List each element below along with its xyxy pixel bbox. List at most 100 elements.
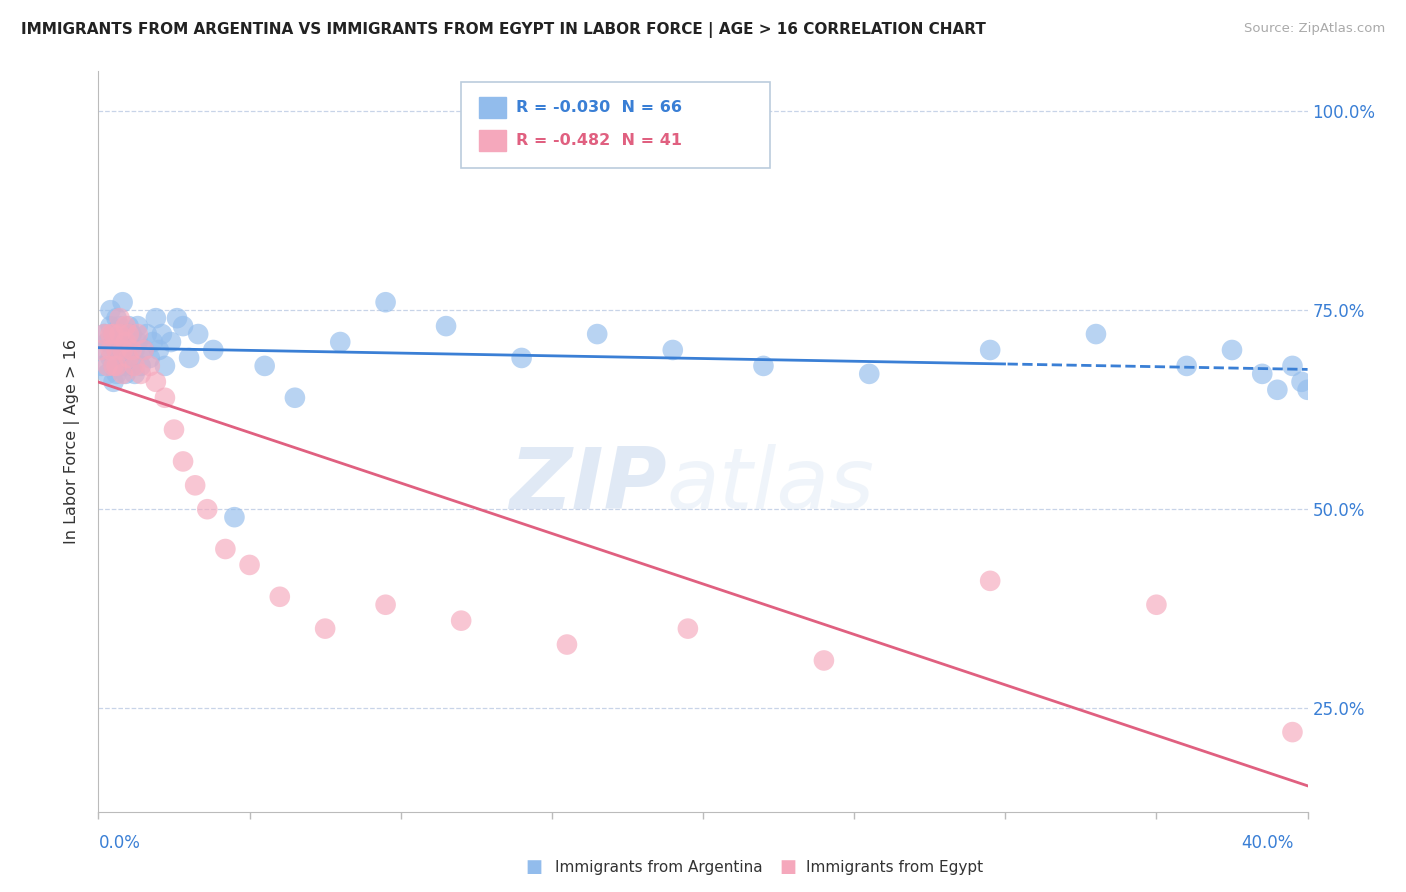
Point (1267, 383, 1289, 397)
Point (108, 311, 131, 326)
Point (450, 614, 472, 628)
Text: atlas: atlas (666, 444, 875, 527)
Point (100, 351, 122, 365)
Point (510, 351, 533, 365)
Point (114, 367, 136, 381)
Point (1281, 359, 1303, 373)
Text: Immigrants from Egypt: Immigrants from Egypt (806, 860, 983, 874)
Point (555, 638, 578, 652)
Point (103, 327, 125, 342)
Y-axis label: In Labor Force | Age > 16: In Labor Force | Age > 16 (63, 339, 80, 544)
Point (979, 574, 1001, 588)
Point (145, 375, 167, 389)
Point (214, 541, 236, 556)
Point (153, 359, 176, 373)
Point (124, 367, 146, 381)
Point (96, 359, 118, 373)
Text: R = -0.482  N = 41: R = -0.482 N = 41 (516, 133, 682, 148)
FancyBboxPatch shape (461, 82, 769, 168)
Point (269, 590, 291, 604)
Point (118, 351, 141, 365)
Point (111, 367, 134, 381)
Point (108, 327, 131, 342)
Point (93, 343, 115, 357)
Point (1296, 383, 1319, 397)
Point (1175, 359, 1198, 373)
Point (184, 478, 207, 492)
Point (118, 327, 141, 342)
Point (139, 359, 162, 373)
Point (224, 510, 246, 524)
Point (1085, 327, 1108, 342)
Point (93, 327, 115, 342)
Text: ■: ■ (526, 858, 543, 876)
Point (105, 311, 128, 326)
Point (105, 343, 128, 357)
Point (1220, 343, 1243, 357)
Point (858, 367, 880, 381)
FancyBboxPatch shape (479, 130, 506, 151)
Point (127, 319, 149, 334)
Point (114, 334, 136, 349)
Point (105, 367, 128, 381)
Point (105, 343, 128, 357)
Point (172, 454, 194, 468)
Text: Source: ZipAtlas.com: Source: ZipAtlas.com (1244, 22, 1385, 36)
Point (121, 327, 143, 342)
Point (121, 359, 143, 373)
Point (127, 334, 149, 349)
FancyBboxPatch shape (479, 97, 506, 118)
Point (111, 327, 134, 342)
Point (661, 343, 683, 357)
Point (118, 334, 141, 349)
Point (314, 622, 336, 636)
Point (239, 558, 262, 572)
Point (145, 311, 167, 326)
Point (586, 327, 609, 342)
Point (127, 327, 149, 342)
Point (111, 295, 134, 310)
Point (100, 319, 122, 334)
Point (752, 359, 775, 373)
Point (108, 334, 131, 349)
Point (118, 319, 141, 334)
Point (139, 351, 162, 365)
Point (124, 343, 146, 357)
Point (172, 319, 194, 334)
Point (108, 319, 131, 334)
Point (195, 502, 218, 516)
Point (124, 359, 146, 373)
Point (142, 334, 165, 349)
Point (129, 359, 152, 373)
Point (129, 367, 152, 381)
Point (187, 327, 209, 342)
Point (374, 598, 396, 612)
Point (103, 359, 125, 373)
Point (93, 327, 115, 342)
Point (160, 334, 183, 349)
Point (100, 343, 122, 357)
Point (135, 327, 157, 342)
Point (90, 343, 112, 357)
Point (103, 375, 125, 389)
Point (153, 391, 176, 405)
Point (105, 359, 128, 373)
Point (108, 351, 131, 365)
Point (96, 367, 118, 381)
Text: ■: ■ (779, 858, 796, 876)
Text: 0.0%: 0.0% (98, 834, 141, 852)
Point (100, 303, 122, 318)
Point (1144, 598, 1167, 612)
Point (132, 343, 155, 357)
Point (90, 359, 112, 373)
Point (166, 311, 188, 326)
Point (150, 327, 173, 342)
Point (114, 319, 136, 334)
Point (132, 343, 155, 357)
Point (148, 343, 170, 357)
Text: R = -0.030  N = 66: R = -0.030 N = 66 (516, 100, 682, 115)
Point (979, 343, 1001, 357)
Point (111, 343, 134, 357)
Text: 40.0%: 40.0% (1241, 834, 1294, 852)
Point (96, 334, 118, 349)
